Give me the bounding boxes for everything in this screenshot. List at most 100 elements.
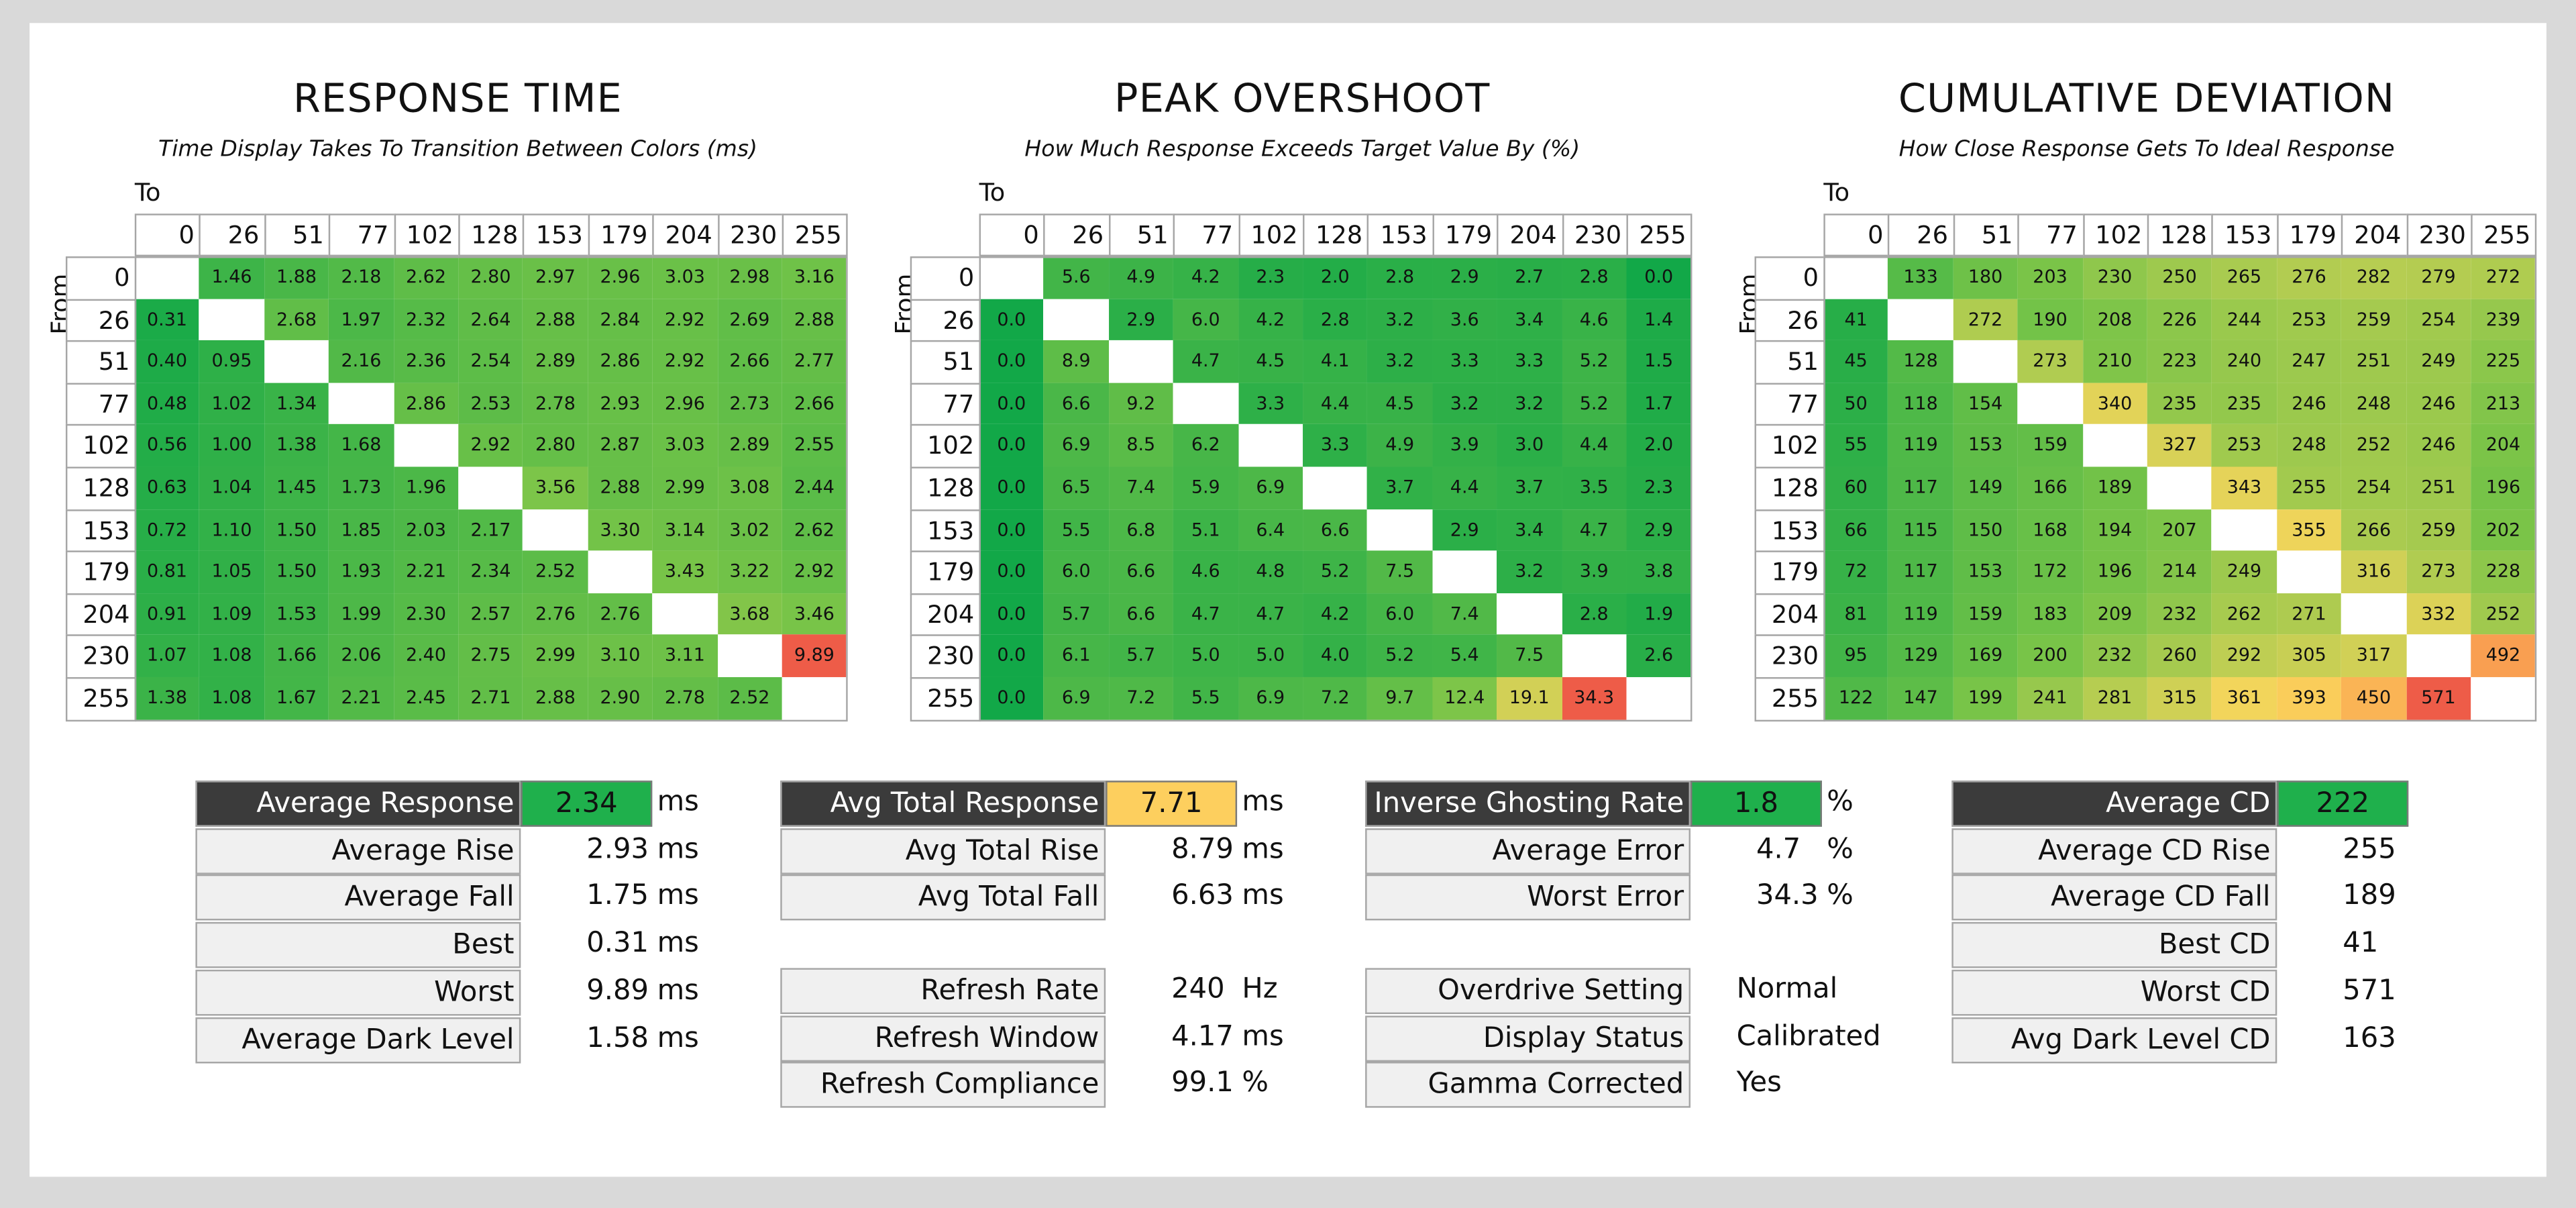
stat-unit: ms bbox=[1242, 880, 1284, 913]
heat-cell: 2.53 bbox=[458, 383, 523, 425]
heat-cell: 200 bbox=[2017, 635, 2083, 677]
row-header: 179 bbox=[1754, 550, 1825, 595]
stat-value: 34.3 bbox=[1756, 880, 1819, 913]
heat-cell: 5.1 bbox=[1173, 509, 1238, 551]
heat-cell: 262 bbox=[2212, 593, 2277, 636]
column-header: 179 bbox=[588, 213, 655, 257]
heat-cell: 1.73 bbox=[329, 466, 394, 509]
heat-cell: 2.87 bbox=[588, 424, 653, 467]
heat-cell: 1.45 bbox=[264, 466, 329, 509]
heat-cell: 3.7 bbox=[1367, 466, 1432, 509]
heat-cell: 1.07 bbox=[134, 635, 200, 677]
empty-cell bbox=[2276, 550, 2342, 593]
heat-cell: 226 bbox=[2147, 298, 2212, 341]
heat-cell: 0.0 bbox=[979, 383, 1044, 425]
row-header: 0 bbox=[65, 256, 137, 301]
heat-cell: 2.9 bbox=[1432, 256, 1497, 299]
heat-cell: 1.08 bbox=[199, 676, 264, 719]
heat-cell: 0.40 bbox=[134, 340, 200, 383]
heat-cell: 190 bbox=[2017, 298, 2083, 341]
heat-cell: 209 bbox=[2082, 593, 2147, 636]
heat-cell: 4.4 bbox=[1432, 466, 1497, 509]
stat-label: Average Response bbox=[195, 781, 521, 827]
heat-cell: 2.92 bbox=[782, 550, 847, 593]
row-header: 102 bbox=[910, 424, 981, 468]
heat-cell: 6.9 bbox=[1238, 676, 1303, 719]
to-label: To bbox=[979, 177, 1006, 207]
heat-cell: 133 bbox=[1888, 256, 1953, 299]
heat-cell: 2.75 bbox=[458, 635, 523, 677]
heat-cell: 6.6 bbox=[1044, 383, 1109, 425]
heat-cell: 0.31 bbox=[134, 298, 200, 341]
heat-cell: 4.6 bbox=[1561, 298, 1627, 341]
heat-cell: 3.7 bbox=[1497, 466, 1562, 509]
heat-cell: 2.62 bbox=[782, 509, 847, 551]
column-header: 128 bbox=[1303, 213, 1369, 257]
heat-cell: 6.5 bbox=[1044, 466, 1109, 509]
heat-cell: 361 bbox=[2212, 676, 2277, 719]
row-header: 204 bbox=[910, 593, 981, 637]
heat-cell: 2.76 bbox=[523, 593, 588, 636]
heat-cell: 166 bbox=[2017, 466, 2083, 509]
heat-cell: 196 bbox=[2082, 550, 2147, 593]
heat-cell: 5.9 bbox=[1173, 466, 1238, 509]
heat-cell: 2.52 bbox=[717, 676, 782, 719]
heat-cell: 4.7 bbox=[1173, 340, 1238, 383]
heat-cell: 4.9 bbox=[1108, 256, 1174, 299]
heat-cell: 2.77 bbox=[782, 340, 847, 383]
heat-cell: 1.88 bbox=[264, 256, 329, 299]
empty-cell bbox=[2341, 593, 2406, 636]
stat-value: Normal bbox=[1736, 972, 1838, 1006]
heat-cell: 3.14 bbox=[652, 509, 718, 551]
heat-cell: 244 bbox=[2212, 298, 2277, 341]
heat-cell: 2.98 bbox=[717, 256, 782, 299]
empty-cell bbox=[782, 676, 847, 719]
stat-label: Average CD bbox=[1951, 781, 2277, 827]
heat-cell: 1.9 bbox=[1626, 593, 1691, 636]
heat-cell: 0.0 bbox=[1626, 256, 1691, 299]
heat-cell: 3.0 bbox=[1497, 424, 1562, 467]
heat-cell: 2.6 bbox=[1626, 635, 1691, 677]
empty-cell bbox=[523, 509, 588, 551]
heat-cell: 3.8 bbox=[1626, 550, 1691, 593]
heat-cell: 6.0 bbox=[1044, 550, 1109, 593]
heat-cell: 6.1 bbox=[1044, 635, 1109, 677]
heat-cell: 282 bbox=[2341, 256, 2406, 299]
empty-cell bbox=[458, 466, 523, 509]
heat-cell: 343 bbox=[2212, 466, 2277, 509]
column-header: 51 bbox=[1108, 213, 1175, 257]
column-header: 230 bbox=[2406, 213, 2473, 257]
heat-cell: 3.2 bbox=[1497, 383, 1562, 425]
heat-cell: 2.92 bbox=[458, 424, 523, 467]
row-header: 0 bbox=[910, 256, 981, 301]
row-header: 230 bbox=[1754, 635, 1825, 679]
heat-cell: 4.2 bbox=[1238, 298, 1303, 341]
heat-cell: 2.8 bbox=[1303, 298, 1368, 341]
heat-cell: 4.7 bbox=[1561, 509, 1627, 551]
heat-cell: 8.9 bbox=[1044, 340, 1109, 383]
heat-cell: 2.57 bbox=[458, 593, 523, 636]
column-header: 179 bbox=[1432, 213, 1499, 257]
heat-cell: 3.2 bbox=[1497, 550, 1562, 593]
heat-cell: 260 bbox=[2147, 635, 2212, 677]
heat-cell: 5.2 bbox=[1303, 550, 1368, 593]
heat-cell: 9.2 bbox=[1108, 383, 1174, 425]
heat-cell: 199 bbox=[1953, 676, 2018, 719]
heat-cell: 3.2 bbox=[1367, 340, 1432, 383]
heat-cell: 2.92 bbox=[652, 298, 718, 341]
heat-cell: 266 bbox=[2341, 509, 2406, 551]
heat-cell: 2.71 bbox=[458, 676, 523, 719]
heat-cell: 3.03 bbox=[652, 256, 718, 299]
heat-cell: 5.5 bbox=[1173, 676, 1238, 719]
stat-unit: ms bbox=[657, 832, 699, 866]
empty-cell bbox=[329, 383, 394, 425]
heat-cell: 2.40 bbox=[393, 635, 459, 677]
heat-cell: 128 bbox=[1888, 340, 1953, 383]
heat-cell: 1.46 bbox=[199, 256, 264, 299]
column-header: 128 bbox=[458, 213, 525, 257]
stat-label: Refresh Window bbox=[780, 1015, 1106, 1062]
heat-cell: 232 bbox=[2082, 635, 2147, 677]
stat-value: 571 bbox=[2343, 974, 2396, 1007]
heat-cell: 0.0 bbox=[979, 298, 1044, 341]
heat-cell: 203 bbox=[2017, 256, 2083, 299]
